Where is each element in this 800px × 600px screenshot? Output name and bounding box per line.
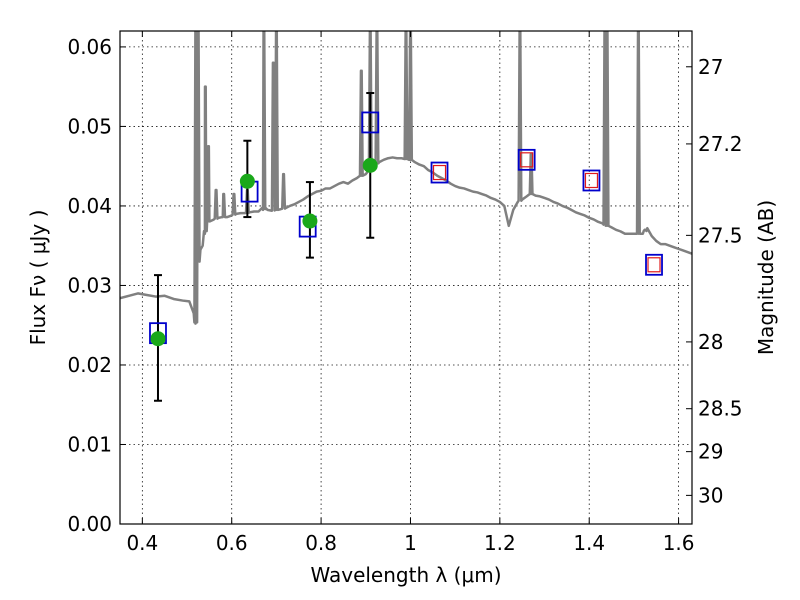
y-axis-title: Flux Fν ( μJy ) [26,210,50,346]
model-spectrum-line [120,31,692,325]
photometry-point [239,173,255,189]
model-magnitude-square [645,253,663,276]
x-tick-label: 0.6 [216,531,248,555]
y2-tick-label: 27.2 [698,132,743,156]
x-tick-label: 0.4 [126,531,158,555]
photometry-point [362,157,378,173]
data-points-layer [149,92,663,402]
x-tick-label: 1.6 [663,531,695,555]
y2-tick-label: 28 [698,330,723,354]
x-tick-label: 1.2 [484,531,516,555]
model-magnitude-inner-square [584,172,599,189]
photometry-point [302,213,318,229]
model-spectrum-layer [120,31,692,325]
y-tick-label: 0.04 [67,194,112,218]
model-magnitude-square [582,169,601,192]
x-axis-title: Wavelength λ (μm) [310,563,501,587]
right-axis-title: Magnitude (AB) [754,200,778,355]
y-tick-label: 0.00 [67,512,112,536]
x-tick-label: 0.8 [305,531,337,555]
y2-tick-label: 27 [698,55,723,79]
y2-tick-label: 28.5 [698,397,743,421]
y-tick-label: 0.01 [67,432,112,456]
model-magnitude-inner-square [647,257,661,273]
plot-frame [119,30,693,525]
photometry-point [150,331,166,347]
y-tick-label: 0.06 [67,35,112,59]
y2-tick-label: 29 [698,440,723,464]
y2-tick-label: 30 [698,483,723,507]
x-tick-label: 1 [404,531,417,555]
model-magnitude-square [430,161,449,184]
model-magnitude-inner-square [432,164,447,181]
y-tick-label: 0.05 [67,114,112,138]
y-tick-label: 0.03 [67,273,112,297]
model-magnitude-inner-square [520,152,534,168]
axis-ticks: 0.4 0.6 0.8 1 1.2 1.4 1.6 0.00 0.01 0.02 0.03 0.04 0… [67,31,743,555]
y-tick-label: 0.02 [67,353,112,377]
model-magnitude-square [361,111,380,134]
y2-tick-label: 27.5 [698,223,743,247]
model-magnitude-square [517,148,536,171]
x-tick-label: 1.4 [573,531,605,555]
